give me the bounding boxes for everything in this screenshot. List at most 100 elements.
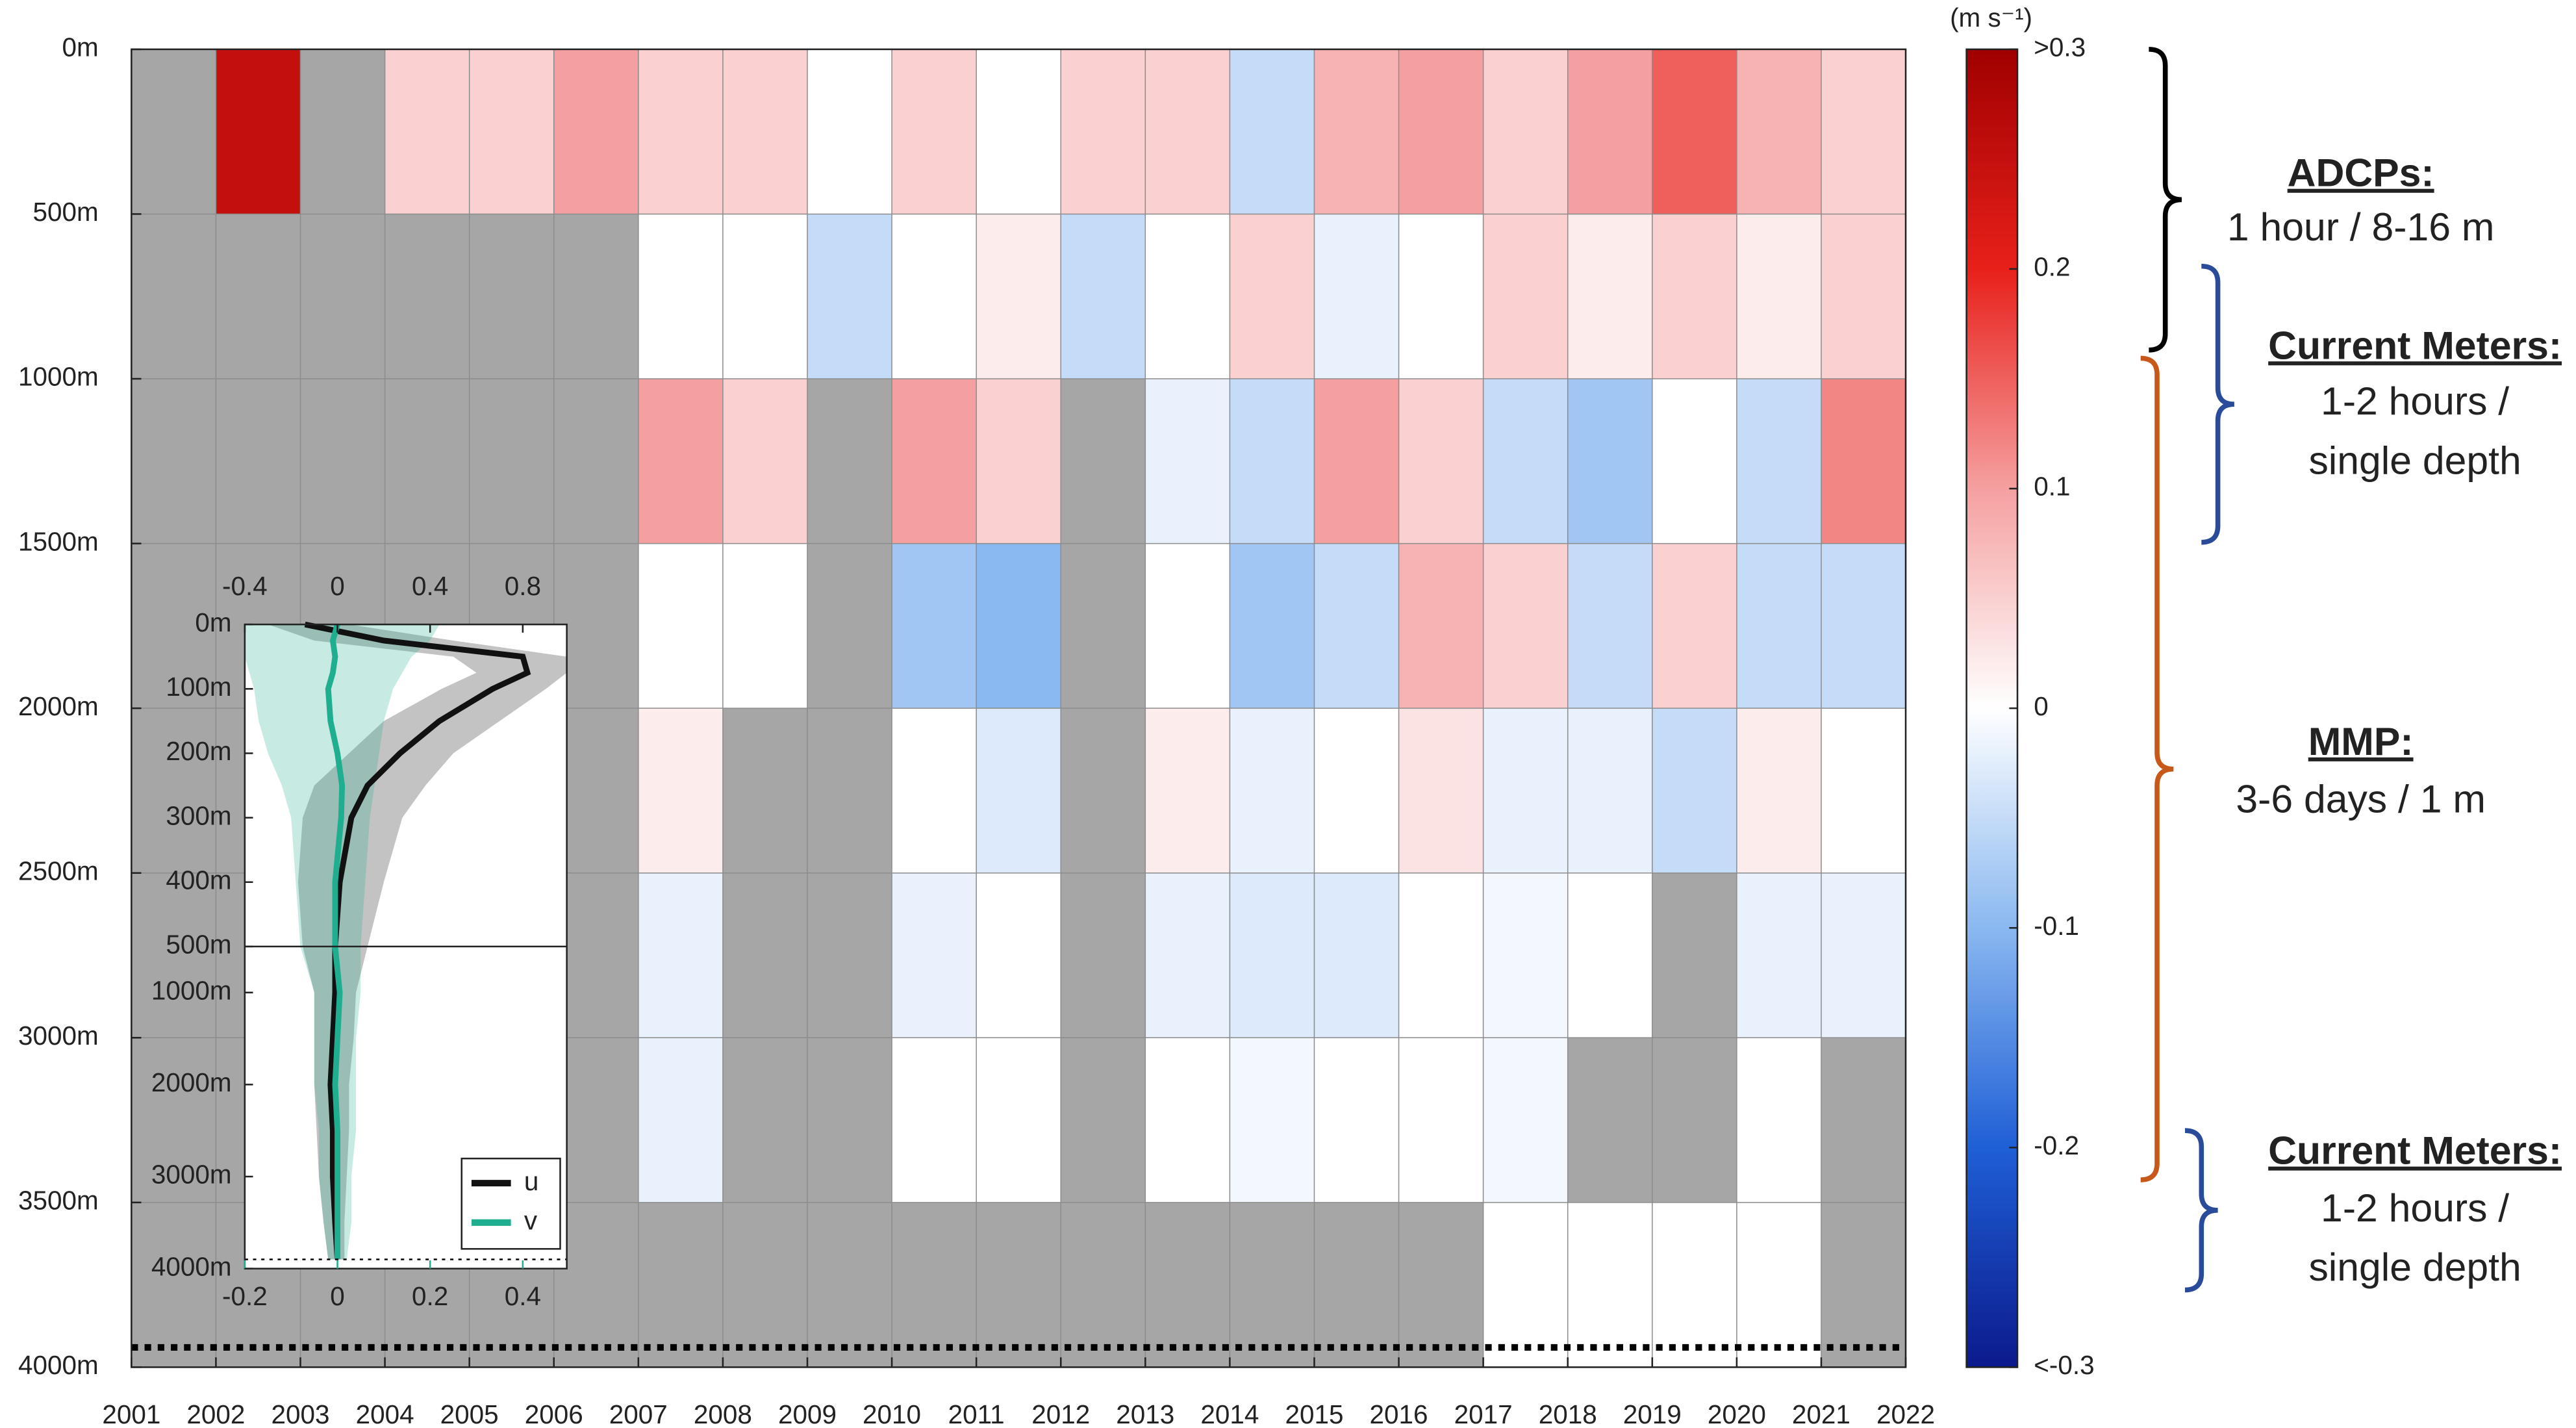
heatmap-cell (1061, 49, 1146, 214)
heatmap-cell (722, 49, 807, 214)
heatmap-cell (1145, 873, 1230, 1038)
x-tick-label: 2001 (102, 1399, 160, 1428)
heatmap-cell (1652, 379, 1737, 544)
legend-box (461, 1157, 561, 1250)
heatmap-cell (1821, 379, 1906, 544)
colorbar-tick-label: 0 (2034, 691, 2049, 721)
x-tick-label: 2009 (778, 1399, 837, 1428)
y-tick-label: 3000m (18, 1021, 99, 1051)
heatmap-cell (892, 379, 977, 544)
heatmap-cell (976, 1038, 1061, 1203)
x-tick-label: 2014 (1200, 1399, 1259, 1428)
colorbar-tick-label: 0.1 (2034, 472, 2070, 502)
y-tick-label: 500m (166, 930, 231, 960)
heatmap-cell (1736, 873, 1821, 1038)
heatmap-cell (1314, 214, 1399, 379)
annotation-text: 1 hour / 8-16 m (2227, 205, 2495, 249)
brace (2149, 47, 2182, 353)
y-tick-label: 3500m (18, 1186, 99, 1216)
heatmap-cell (1483, 1202, 1568, 1368)
x-tick-label: 2004 (356, 1399, 414, 1428)
heatmap-cell (1230, 708, 1315, 873)
plot-frame (131, 48, 1907, 1368)
heatmap-cell (1314, 708, 1399, 873)
x-tick-label: 0 (330, 571, 345, 601)
x2-tick-label: -0.2 (222, 1281, 268, 1311)
heatmap-cell (1483, 543, 1568, 709)
heatmap-cell (1736, 1038, 1821, 1203)
colorbar-label: (m s⁻¹) (1950, 3, 2032, 32)
x2-tick-label: 0 (330, 1281, 345, 1311)
heatmap-cell (1314, 543, 1399, 709)
heatmap-cell (1567, 873, 1652, 1038)
x-tick-label: 0.8 (505, 571, 541, 601)
colorbar-tick-label: 0.2 (2034, 252, 2070, 282)
y-tick-label: 4000m (18, 1350, 99, 1380)
heatmap-cell (892, 49, 977, 214)
heatmap-cell (1652, 543, 1737, 709)
x2-tick-label: 0.2 (412, 1281, 448, 1311)
heatmap-cell (1145, 1038, 1230, 1203)
annotation-title: Current Meters: (2268, 1128, 2562, 1173)
x-tick-label: 2016 (1370, 1399, 1428, 1428)
heatmap-cell (1821, 543, 1906, 709)
profile-line (325, 623, 346, 1260)
x-tick-label: 2005 (440, 1399, 499, 1428)
x-tick-label: 2011 (948, 1399, 1005, 1428)
heatmap-cell (976, 873, 1061, 1038)
heatmap-cell (1567, 708, 1652, 873)
x-tick-label: 2020 (1708, 1399, 1766, 1428)
y-tick-label: 500m (33, 197, 99, 227)
heatmap-cell (892, 543, 977, 709)
heatmap-cell (1483, 214, 1568, 379)
heatmap-cell (1652, 49, 1737, 214)
heatmap-cell (892, 873, 977, 1038)
heatmap-cell (1736, 379, 1821, 544)
heatmap-cell (1736, 1202, 1821, 1368)
heatmap-cell (722, 214, 807, 379)
heatmap-cell (1230, 873, 1315, 1038)
colorbar (1965, 48, 2019, 1368)
heatmap-cell (638, 873, 723, 1038)
heatmap-cell (385, 49, 470, 214)
heatmap-cell (1230, 214, 1315, 379)
heatmap-cell (892, 708, 977, 873)
heatmap-cell (1483, 873, 1568, 1038)
heatmap-cell (1398, 708, 1484, 873)
heatmap-cell (1398, 214, 1484, 379)
annotation-text: 3-6 days / 1 m (2236, 776, 2486, 821)
y-tick-label: 0m (195, 607, 231, 637)
heatmap-cell (1821, 214, 1906, 379)
colorbar-tick-label: <-0.3 (2034, 1350, 2094, 1380)
colorbar-tick-label: -0.2 (2034, 1130, 2079, 1160)
heatmap-cell (1652, 708, 1737, 873)
spread-band (244, 624, 440, 1260)
heatmap-cell (1145, 543, 1230, 709)
heatmap-cell (1652, 214, 1737, 379)
heatmap-cell (1483, 1038, 1568, 1203)
heatmap-cell (1314, 1038, 1399, 1203)
heatmap-cell (1736, 543, 1821, 709)
heatmap-cell (1398, 49, 1484, 214)
heatmap-cell (1230, 379, 1315, 544)
y-tick-label: 200m (166, 736, 231, 766)
heatmap-cell (807, 214, 892, 379)
heatmap-cell (1230, 49, 1315, 214)
heatmap-cell (1821, 873, 1906, 1038)
heatmap-cell (1736, 49, 1821, 214)
annotation-text: single depth (2308, 438, 2521, 482)
x-tick-label: 2017 (1454, 1399, 1513, 1428)
y-tick-label: 2500m (18, 856, 99, 886)
x-tick-label: 2021 (1792, 1399, 1850, 1428)
heatmap-cell (1567, 214, 1652, 379)
annotation-title: ADCPs: (2288, 151, 2434, 195)
heatmap-cell (1314, 873, 1399, 1038)
x-tick-label: 0.4 (412, 571, 448, 601)
x-tick-label: 2002 (186, 1399, 245, 1428)
heatmap-cell (1567, 543, 1652, 709)
y-tick-label: 100m (166, 672, 231, 702)
heatmap-cell (638, 1038, 723, 1203)
heatmap-cell (638, 49, 723, 214)
x-tick-label: 2006 (525, 1399, 583, 1428)
